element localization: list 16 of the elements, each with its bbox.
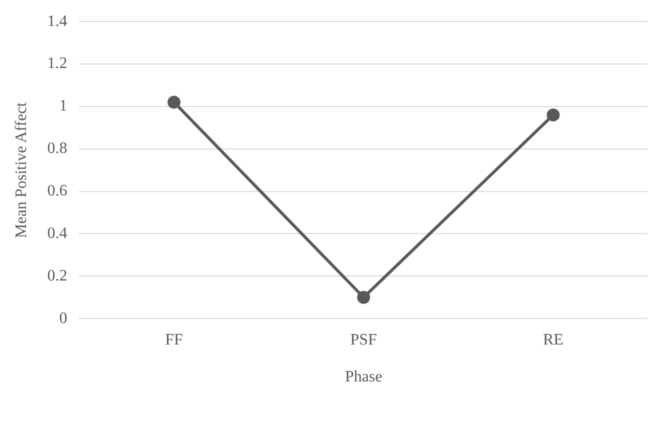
point — [546, 108, 560, 122]
point — [168, 96, 180, 109]
y-axis-title: Mean Positive Affect — [12, 102, 30, 238]
point — [357, 290, 370, 304]
y-tick-label: 1 — [59, 98, 68, 115]
x-tick-label: PSF — [350, 331, 378, 348]
x-axis-title: Phase — [344, 368, 382, 386]
y-tick-label: 0 — [59, 310, 68, 327]
y-tick-label: 0.2 — [47, 267, 68, 284]
y-tick-label: 0.6 — [47, 182, 68, 200]
x-tick-label: RE — [542, 331, 564, 348]
y-tick-label: 0.8 — [47, 140, 68, 158]
y-tick-label: 1.2 — [47, 55, 68, 72]
x-tick-label: FF — [165, 331, 183, 348]
y-tick-label: 1.4 — [47, 12, 68, 30]
y-tick-label: 0.4 — [47, 224, 68, 242]
